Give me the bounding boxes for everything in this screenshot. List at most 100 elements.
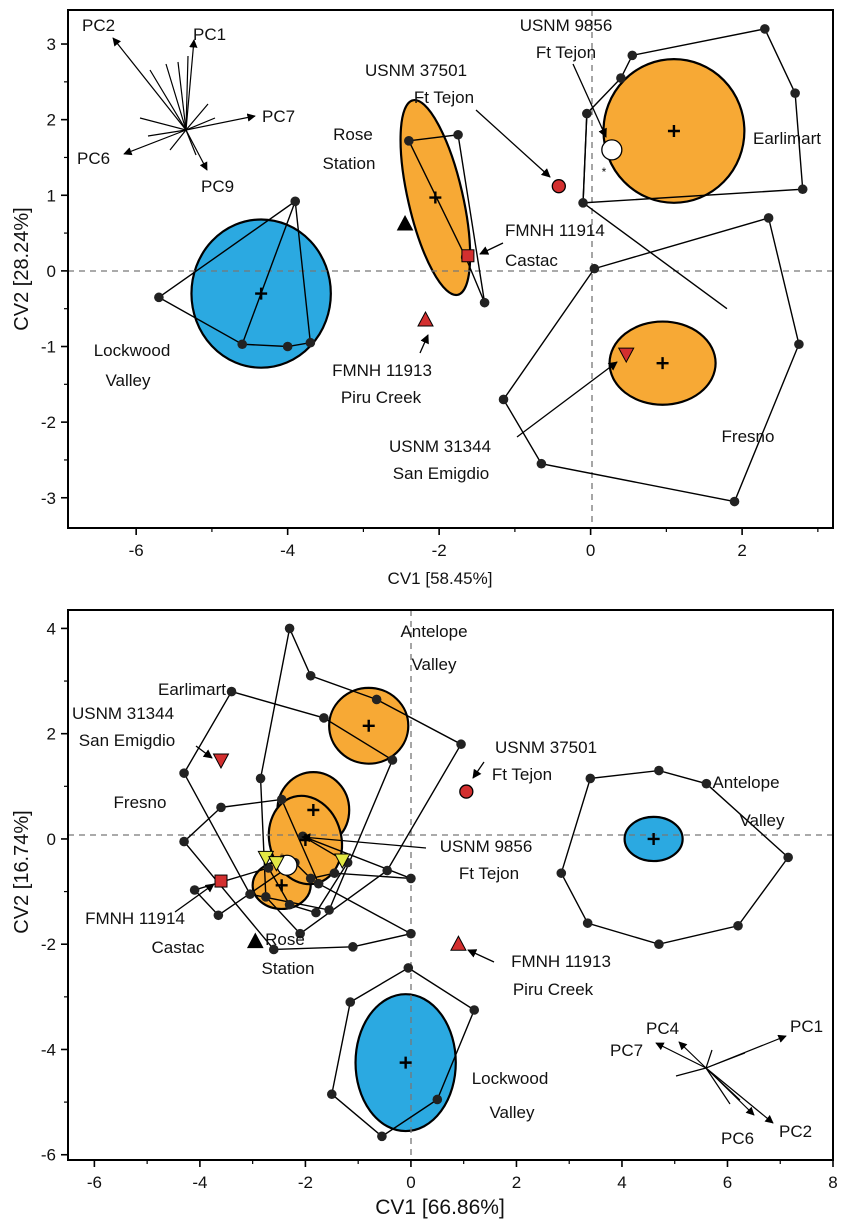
hull-point-rose-station: [311, 907, 321, 918]
asterisk-marker: *: [602, 165, 607, 179]
specimen-fmnh-11913-piru-creek: [450, 935, 467, 951]
hull-point-antelope-valley: [382, 865, 392, 876]
hull-point-earlimart: [324, 905, 334, 915]
hull-point-antelope-valley-east: [733, 920, 743, 931]
specimen-label-fttejon-b: Ft Tejon: [459, 864, 519, 883]
hull-point-earlimart: [760, 24, 770, 34]
hull-point-rose-station: [406, 873, 416, 884]
loading-label-pc6: PC6: [721, 1129, 754, 1148]
group-label-rose: Rose: [333, 125, 373, 144]
hull-point-rose-station: [479, 297, 490, 308]
hull-point-antelope-valley-east: [585, 773, 596, 784]
y-tick-label: 2: [47, 111, 56, 130]
hull-point-earlimart: [582, 108, 592, 119]
centroid-earlimart: [667, 124, 680, 137]
hull-point-lockwood-valley: [290, 196, 301, 207]
hull-point-antelope-valley: [295, 928, 305, 939]
x-axis-label: CV1 [58.45%]: [388, 569, 493, 588]
group-label-valley-b: Valley: [739, 811, 785, 830]
hull-point-earlimart: [627, 50, 638, 61]
convex-hulls: [154, 24, 808, 507]
group-label-lockwood: Lockwood: [94, 341, 171, 360]
x-tick-label: -4: [192, 1173, 207, 1192]
hull-point-fresno: [498, 394, 509, 405]
group-label-valley: Valley: [105, 371, 151, 390]
leader-arrows: [174, 745, 495, 963]
hull-point-earlimart: [179, 768, 189, 778]
group-label-fresno: Fresno: [114, 793, 167, 812]
hull-point-fresno: [536, 458, 547, 469]
convex-hulls: [179, 623, 793, 1142]
specimen-markers: [212, 753, 474, 951]
specimen-unlabeled-yellow-7: [268, 856, 285, 872]
hull-lockwood-valley: [157, 200, 312, 348]
y-axis-label: CV2 [16.74%]: [11, 810, 33, 933]
hull-point-earlimart: [616, 73, 626, 83]
hull-edge-earlimart: [582, 113, 588, 203]
specimen-label-usnm37501: USNM 37501: [365, 61, 467, 80]
y-axis-label: CV2 [28.24%]: [11, 207, 33, 330]
hull-point-lockwood-valley: [237, 339, 248, 350]
hull-point-earlimart: [578, 198, 588, 208]
hull-point-earlimart: [319, 713, 329, 723]
specimen-label-fmnh11913: FMNH 11913: [332, 361, 432, 380]
centroid-lockwood-valley: [399, 1056, 412, 1069]
group-label-valley-a: Valley: [411, 655, 457, 674]
specimen-fmnh-11913-piru-creek: [417, 310, 434, 327]
hull-edge-fresno: [582, 202, 728, 310]
y-tick-label: 3: [47, 35, 56, 54]
y-tick-label: 0: [47, 830, 56, 849]
specimen-label-usnm9856: USNM 9856: [440, 837, 533, 856]
hull-point-antelope-valley-east: [556, 868, 567, 878]
group-label-antelope-a: Antelope: [400, 622, 467, 641]
specimen-unlabeled-black-5: [246, 932, 264, 949]
hull-point-fresno: [276, 794, 287, 805]
specimen-usnm-37501-ft-tejon: [551, 179, 566, 194]
specimen-label-piru-creek: Piru Creek: [513, 980, 594, 999]
specimen-label-usnm31344: USNM 31344: [389, 437, 491, 456]
hull-point-rose-station: [453, 129, 463, 140]
y-axis-ticks: -6 -4 -2 0 2 4: [41, 619, 68, 1165]
centroid-earlimart: [307, 804, 320, 816]
x-tick-label: -4: [280, 541, 295, 560]
specimen-label-san-emigdio: San Emigdio: [393, 464, 489, 483]
group-label-station: Station: [262, 959, 315, 978]
x-tick-label: -6: [87, 1173, 102, 1192]
loading-label-pc1: PC1: [193, 25, 226, 44]
specimen-label-usnm9856: USNM 9856: [520, 16, 613, 35]
specimen-usnm-9856-ft-tejon: [601, 139, 623, 161]
y-tick-label: -1: [41, 338, 56, 357]
x-axis-label: CV1 [66.86%]: [375, 1196, 505, 1219]
asterisk-marker: *: [280, 851, 285, 865]
group-label-valley-c: Valley: [489, 1103, 535, 1122]
hull-point-rose-station: [404, 136, 414, 146]
group-label-rose: Rose: [265, 930, 305, 949]
hull-point-fresno: [406, 928, 416, 939]
hull-point-antelope-valley-east: [654, 939, 664, 950]
specimen-label-fmnh11914: FMNH 11914: [85, 909, 185, 928]
group-label-lockwood: Lockwood: [472, 1069, 549, 1088]
specimen-unlabeled-black-5: [396, 214, 414, 231]
group-label-earlimart: Earlimart: [158, 680, 226, 699]
centroid-antelope-valley-east: [647, 832, 660, 845]
y-tick-label: -3: [41, 489, 56, 508]
hull-point-rose-station: [329, 868, 340, 878]
x-tick-label: -2: [432, 541, 447, 560]
x-tick-label: 6: [723, 1173, 732, 1192]
hull-point-antelope-valley: [284, 623, 295, 634]
loading-label-pc2: PC2: [779, 1122, 812, 1141]
x-axis-ticks: -6 -4 -2 0 2: [129, 528, 819, 560]
hull-antelope-valley-east: [560, 769, 790, 945]
loading-label-pc6: PC6: [77, 149, 110, 168]
hull-point-earlimart: [387, 755, 398, 765]
group-label-antelope-b: Antelope: [712, 773, 779, 792]
specimen-label-castac: Castac: [152, 938, 205, 957]
y-axis-ticks: -3 -2 -1 0 1 2 3: [41, 35, 68, 508]
specimen-label-fttejon-b: Ft Tejon: [414, 88, 474, 107]
y-tick-label: -6: [41, 1146, 56, 1165]
hull-point-fresno: [794, 339, 804, 350]
specimen-label-fttejon-a: Ft Tejon: [536, 43, 596, 62]
hull-point-fresno: [348, 942, 358, 952]
specimen-label-san-emigdio: San Emigdio: [79, 731, 175, 750]
loading-label-pc7: PC7: [262, 107, 295, 126]
